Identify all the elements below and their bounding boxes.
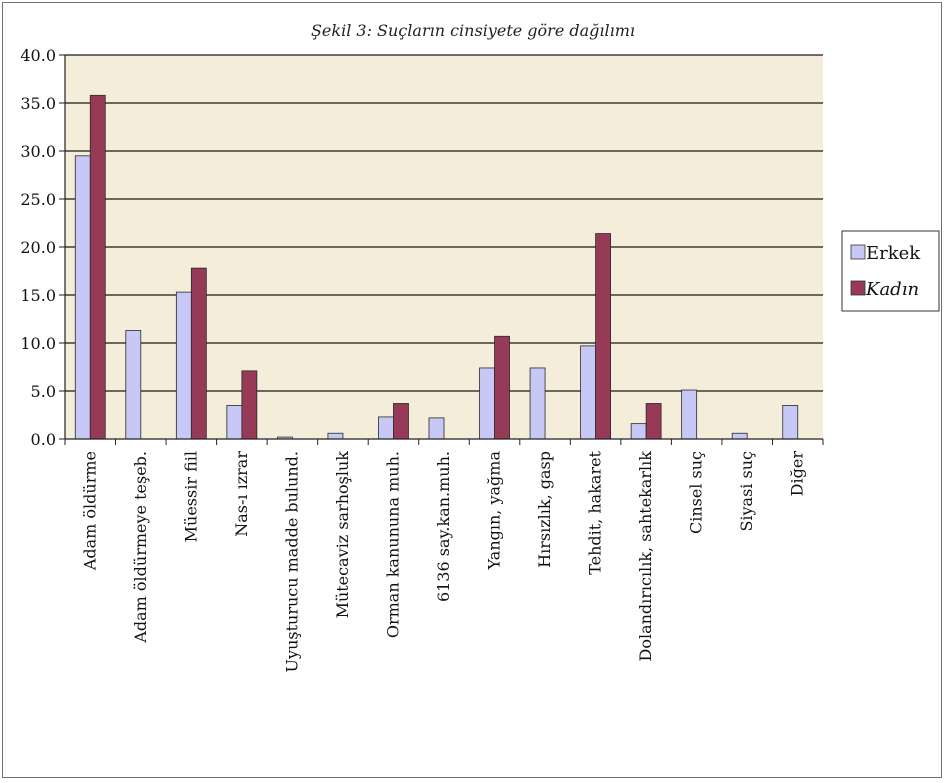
legend: Erkek Kadın bbox=[841, 230, 940, 312]
x-tick-label: Müessir fiil bbox=[181, 451, 200, 542]
bar-kadın bbox=[645, 403, 662, 440]
y-tick-label: 30.0 bbox=[20, 142, 56, 161]
x-tick-label: 6136 say.kan.muh. bbox=[434, 451, 453, 602]
bar-erkek bbox=[125, 330, 142, 440]
legend-label-kadin: Kadın bbox=[865, 279, 919, 300]
bar-erkek bbox=[580, 345, 596, 440]
x-tick-label: Adam öldürmeye teşeb. bbox=[131, 451, 150, 644]
x-tick-label: Orman kanununa muh. bbox=[383, 451, 402, 638]
bar-erkek bbox=[226, 404, 243, 440]
bar-erkek bbox=[175, 291, 192, 440]
x-tick-label: Cinsel suç bbox=[687, 451, 706, 534]
x-tick-label: Yangın, yağma bbox=[485, 451, 504, 571]
bar-erkek bbox=[74, 155, 91, 440]
legend-swatch-erkek bbox=[850, 244, 866, 260]
bar-erkek bbox=[479, 367, 495, 440]
x-tick-label: Tehdit, hakaret bbox=[586, 450, 605, 574]
bar-erkek bbox=[378, 416, 394, 440]
x-tick-label: Dolandırıcılık, sahtekarlık bbox=[636, 451, 655, 662]
bar-kadın bbox=[595, 233, 611, 440]
x-tick-label: Nas-ı ızrar bbox=[232, 451, 251, 537]
chart-title: Şekil 3: Suçların cinsiyete göre dağılım… bbox=[310, 21, 636, 40]
y-tick-labels: 0.0 5.0 10.0 15.0 20.0 25.0 30.0 35.0 40.0 bbox=[20, 46, 56, 449]
bar-kadın bbox=[393, 403, 409, 440]
axes bbox=[64, 55, 824, 445]
bars bbox=[74, 94, 799, 440]
bar-erkek bbox=[630, 423, 647, 440]
bar-erkek bbox=[327, 432, 344, 440]
bar-kadın bbox=[190, 267, 207, 440]
x-tick-label: Hırsızlık, gasp bbox=[535, 451, 554, 568]
x-tick-label: Uyuşturucu madde bulund. bbox=[282, 451, 301, 672]
y-tick-label: 40.0 bbox=[20, 46, 56, 65]
y-tick-label: 25.0 bbox=[20, 190, 56, 209]
bar-kadın bbox=[241, 370, 258, 440]
bar-kadın bbox=[89, 94, 106, 440]
x-tick-label: Diğer bbox=[788, 451, 807, 497]
y-tick-label: 15.0 bbox=[20, 286, 56, 305]
y-tick-label: 0.0 bbox=[31, 430, 56, 449]
bar-erkek bbox=[782, 404, 799, 440]
y-tick-label: 10.0 bbox=[20, 334, 56, 353]
bar-erkek bbox=[731, 432, 748, 440]
x-tick-label: Mütecaviz sarhoşluk bbox=[333, 451, 352, 619]
legend-swatch-kadin bbox=[850, 280, 866, 296]
bar-erkek bbox=[681, 389, 698, 440]
bar-erkek bbox=[428, 417, 445, 440]
bar-erkek bbox=[529, 367, 546, 440]
bar-kadın bbox=[494, 335, 510, 440]
legend-box bbox=[841, 230, 940, 312]
y-tick-label: 5.0 bbox=[31, 382, 56, 401]
x-tick-label: Siyasi suç bbox=[737, 451, 756, 532]
legend-label-erkek: Erkek bbox=[866, 243, 921, 264]
y-tick-label: 35.0 bbox=[20, 94, 56, 113]
y-tick-label: 20.0 bbox=[20, 238, 56, 257]
x-tick-label: Adam öldürme bbox=[80, 451, 99, 571]
x-tick-labels: Adam öldürme Adam öldürmeye teşeb. Müessir… bbox=[80, 450, 806, 672]
